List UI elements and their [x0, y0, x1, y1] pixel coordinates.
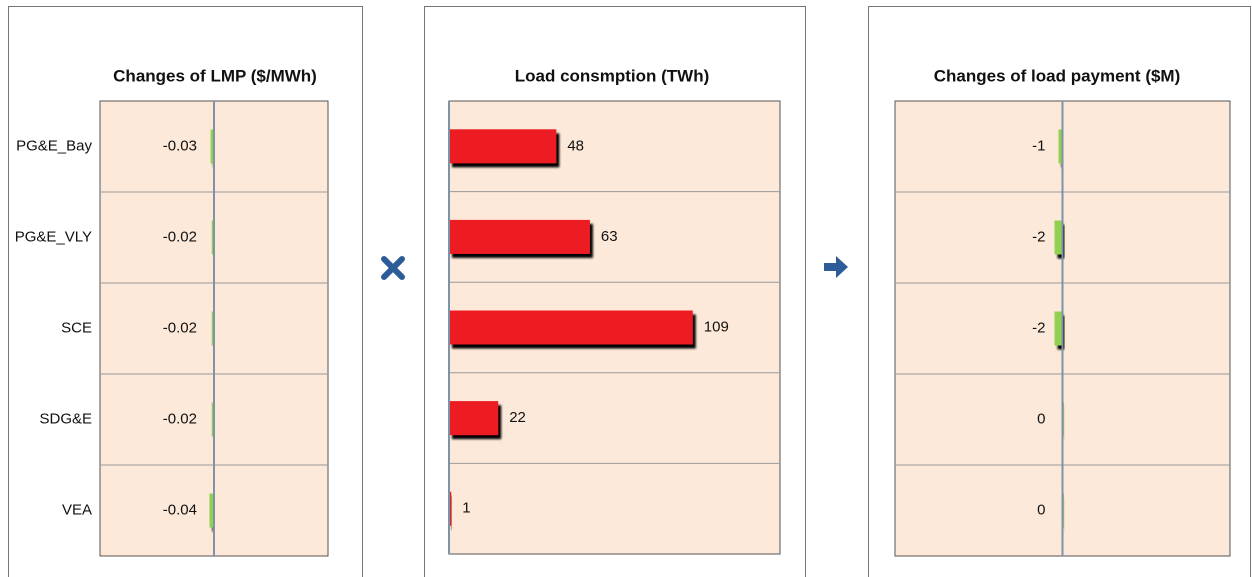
category-label: SCE: [61, 319, 92, 336]
chart-title: Changes of LMP ($/MWh): [113, 66, 317, 85]
bar: [449, 491, 452, 526]
bar: [1054, 220, 1063, 255]
data-label: -0.03: [163, 137, 197, 154]
data-label: 0: [1037, 410, 1045, 427]
data-label: -0.04: [163, 501, 197, 518]
bar: [449, 310, 693, 345]
panel-frame: [8, 6, 363, 577]
bar: [1054, 311, 1063, 346]
data-label: 1: [462, 500, 470, 517]
data-label: 0: [1037, 501, 1045, 518]
data-label: -0.02: [163, 410, 197, 427]
data-label: 48: [567, 137, 584, 154]
data-label: -2: [1032, 228, 1045, 245]
arrow-icon: [824, 256, 848, 278]
bar: [211, 220, 214, 255]
data-label: 109: [704, 318, 729, 335]
data-label: 22: [509, 409, 526, 426]
bar: [1058, 129, 1063, 164]
bar: [449, 219, 590, 254]
bar: [209, 493, 214, 528]
data-label: -1: [1032, 137, 1045, 154]
multiply-icon: [381, 256, 405, 280]
data-label: -0.02: [163, 228, 197, 245]
panel-frame: [424, 6, 806, 577]
panel-frame: [868, 6, 1251, 577]
bar: [210, 129, 214, 164]
category-label: PG&E_Bay: [16, 137, 92, 154]
category-label: SDG&E: [39, 410, 92, 427]
category-label: PG&E_VLY: [15, 228, 92, 245]
bar: [211, 402, 214, 437]
chart-title: Load consmption (TWh): [515, 66, 710, 85]
data-label: -0.02: [163, 319, 197, 336]
bar: [449, 129, 557, 164]
bar: [449, 401, 499, 436]
category-label: VEA: [62, 501, 92, 518]
bar: [211, 311, 214, 346]
data-label: 63: [601, 228, 618, 245]
chart-title: Changes of load payment ($M): [934, 66, 1181, 85]
data-label: -2: [1032, 319, 1045, 336]
